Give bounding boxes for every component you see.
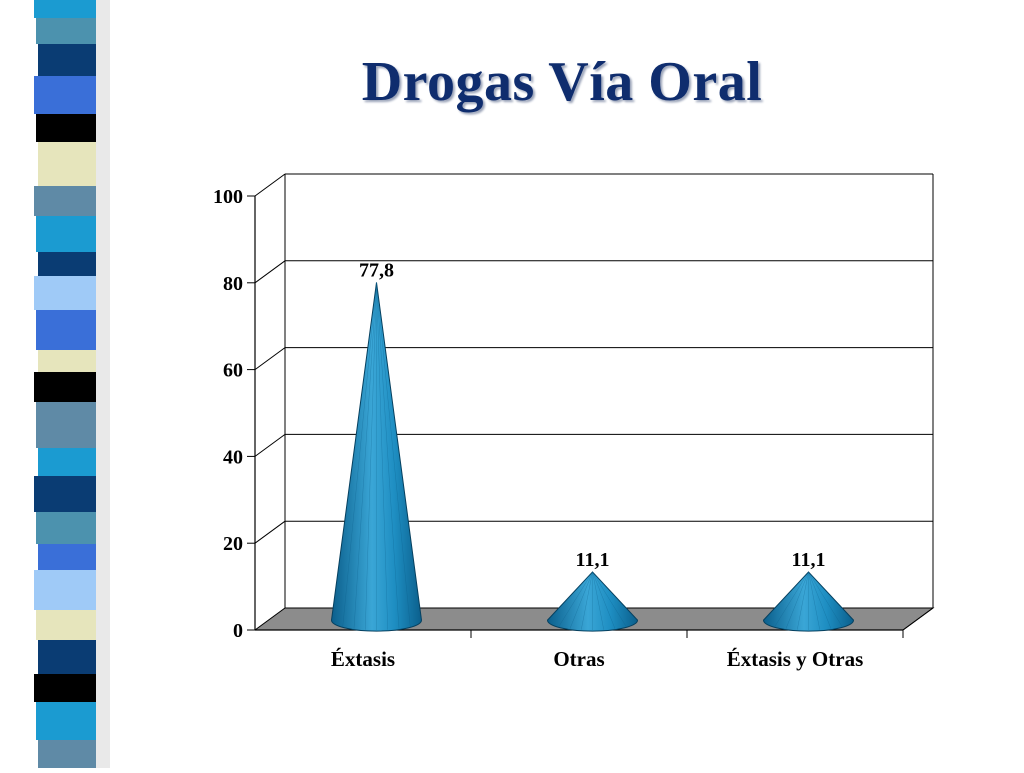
stripe-block [38,142,96,186]
y-tick-label: 0 [233,620,243,642]
stripe-block [36,18,96,44]
cone-shade-line [376,282,411,627]
decorative-stripe-band [0,0,120,770]
cone-shade-line [569,571,593,629]
stripe-block [36,402,96,448]
cone-shade-line [774,571,809,627]
cone-shade-line [785,571,809,629]
cone-bars [330,282,855,632]
x-category-label: Otras [553,647,604,671]
stripe-block [38,44,96,76]
cone-bar [762,571,855,632]
cone-shade-line [797,571,809,630]
y-tick-label: 100 [213,186,243,208]
data-label: 11,1 [576,549,610,571]
stripe-block [34,372,96,402]
stripe-block [34,570,96,610]
cone-shade-line [592,571,604,630]
cone-shade-line [808,571,843,627]
gridline-depth [254,260,286,284]
stripe-block [36,114,96,142]
cone-shade-line [808,571,832,629]
stripe-block [36,512,96,544]
cone-shade-line [376,282,388,630]
stripe-block [36,216,96,252]
cone-shade-line [353,282,377,629]
cone-shade-line [342,282,377,627]
data-labels: 77,8 11,1 11,1 [359,259,825,570]
cone-shade-line [365,282,377,630]
stripe-block [34,0,96,18]
floor-edge [902,607,934,631]
stripe-block [38,350,96,372]
stripe-block [34,76,96,114]
x-category-label: Éxtasis y Otras [727,647,864,671]
stripe-block [38,252,96,276]
stripe-block [34,186,96,216]
stripe-block [34,476,96,512]
x-category-label: Éxtasis [331,647,395,671]
stripe-block [38,640,96,674]
stripe-block [38,544,96,570]
y-tick-label: 80 [223,273,243,295]
x-axis-category-labels: Éxtasis Otras Éxtasis y Otras [331,607,934,671]
data-label: 11,1 [792,549,826,571]
cone-shade-line [558,571,593,627]
stripe-shadow [96,0,110,768]
stripe-block [36,610,96,640]
stripe-block [34,276,96,310]
y-tick-label: 40 [223,446,243,468]
y-tick-label: 60 [223,360,243,382]
gridline-depth [254,347,286,371]
stripe-block [38,448,96,476]
cone-shade-line [592,571,627,627]
cone-bar [546,571,639,632]
cone-bar [330,282,423,632]
cone-shade-line [808,571,820,630]
gridline-depth [254,520,286,544]
cone-shade-line [581,571,593,630]
cone-shade-line [376,282,400,629]
stripe-block [36,310,96,350]
gridline-depth [254,173,286,197]
y-tick-label: 20 [223,533,243,555]
stripe-block [38,740,96,770]
gridline-depth [254,433,286,457]
stripe-block [36,702,96,740]
y-axis-tick-labels: 0 20 40 60 80 100 [213,186,255,642]
stripe-block [34,674,96,702]
data-label: 77,8 [359,259,394,281]
cone-shade-line [592,571,616,629]
slide-title: Drogas Vía Oral [361,51,763,113]
